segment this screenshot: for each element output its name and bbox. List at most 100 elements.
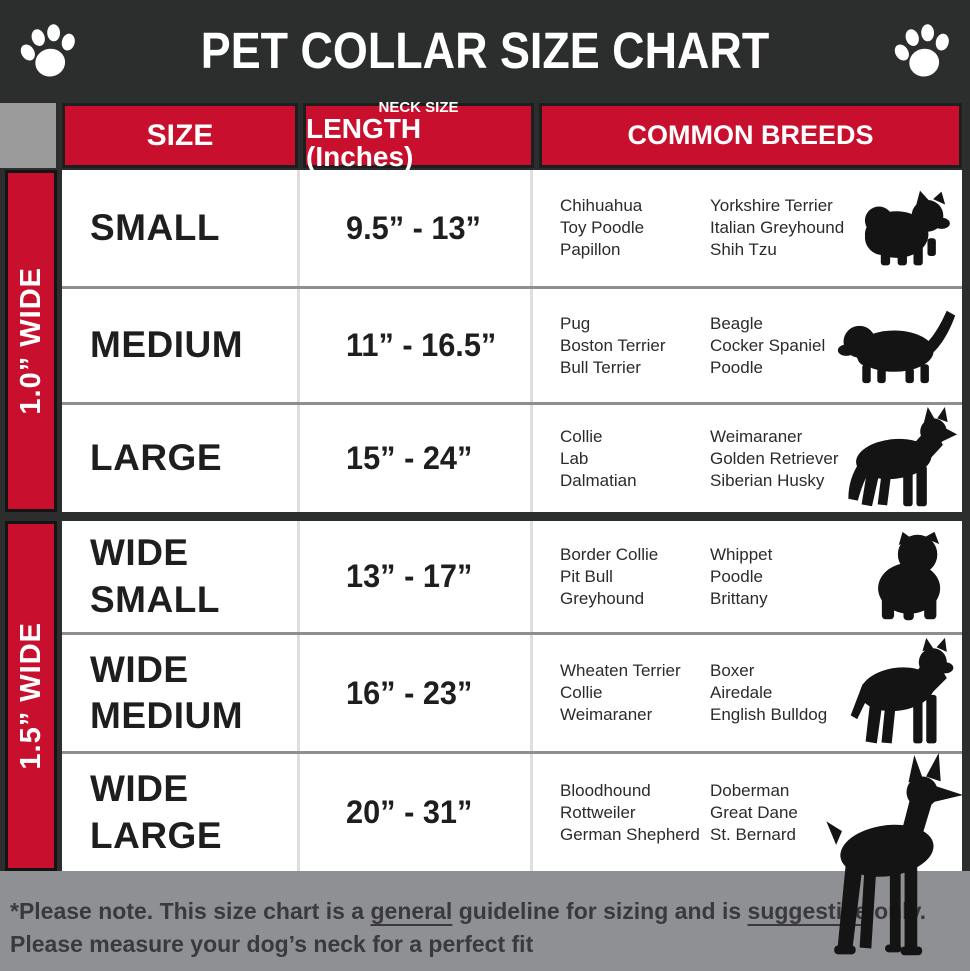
breed-name: Lab — [560, 448, 589, 468]
header-corner-spacer — [0, 103, 56, 168]
breed-name: Greyhound — [560, 588, 645, 608]
group-divider — [62, 512, 962, 521]
breeds-column-1: Wheaten Terrier Collie Weimaraner — [560, 660, 710, 726]
size-cell: MEDIUM — [62, 289, 300, 402]
breeds-cell: Pug Boston Terrier Bull Terrier Beagle C… — [533, 289, 962, 402]
size-label: WIDE LARGE — [90, 768, 222, 856]
breeds-column-1: Bloodhound Rottweiler German Shepherd — [560, 780, 710, 846]
neck-size-caption: NECK SIZE — [378, 99, 459, 116]
collar-width-band-1-inch: 1.0” WIDE — [5, 170, 57, 512]
breed-name: Siberian Husky — [710, 470, 825, 490]
breed-name: Bloodhound — [560, 780, 651, 800]
breed-name: Great Dane — [710, 802, 798, 822]
breed-name: Wheaten Terrier — [560, 661, 681, 680]
breed-name: St. Bernard — [710, 824, 796, 844]
size-cell: WIDE MEDIUM — [62, 635, 300, 751]
neck-range-cell: 11” - 16.5” — [300, 289, 533, 402]
paw-print-icon — [885, 13, 959, 87]
beagle-dog-icon — [836, 306, 958, 386]
breed-name: Whippet — [710, 544, 773, 564]
neck-range: 9.5” - 13” — [346, 209, 481, 246]
fluffy-small-dog-icon — [854, 186, 958, 270]
breed-name: Shih Tzu — [710, 240, 777, 259]
neck-range: 16” - 23” — [346, 674, 473, 711]
breeds-cell: Bloodhound Rottweiler German Shepherd Do… — [533, 754, 962, 871]
breeds-column-2: Beagle Cocker Spaniel Poodle — [710, 313, 880, 379]
neck-range: 13” - 17” — [346, 558, 473, 594]
breeds-cell: Chihuahua Toy Poodle Papillon Yorkshire … — [533, 170, 962, 286]
breed-name: Pit Bull — [560, 566, 613, 586]
title-bar: PET COLLAR SIZE CHART — [0, 0, 970, 103]
breed-name: Border Collie — [560, 544, 659, 564]
neck-range: 11” - 16.5” — [346, 327, 497, 363]
neck-range-cell: 20” - 31” — [300, 754, 533, 871]
table-row-medium: MEDIUM 11” - 16.5” Pug Boston Terrier Bu… — [62, 289, 962, 402]
breed-name: Boxer — [710, 661, 755, 680]
doberman-icon — [806, 753, 964, 968]
breed-name: Collie — [560, 426, 603, 446]
table-row-wide-medium: WIDE MEDIUM 16” - 23” Wheaten Terrier Co… — [62, 635, 962, 751]
breeds-column-1: Pug Boston Terrier Bull Terrier — [560, 313, 710, 379]
collar-width-label: 1.0” WIDE — [14, 267, 47, 415]
breed-name: Weimaraner — [710, 426, 803, 446]
breed-name: Pug — [560, 313, 591, 333]
breed-name: Poodle — [710, 357, 763, 377]
neck-range-cell: 16” - 23” — [300, 635, 533, 751]
size-cell: LARGE — [62, 405, 300, 512]
note-line-2: Please measure your dog’s neck for a per… — [10, 931, 534, 957]
breed-name: Airedale — [710, 683, 773, 702]
row-divider — [62, 402, 962, 405]
row-divider — [62, 286, 962, 289]
collar-width-band-1point5-inch: 1.5” WIDE — [5, 521, 57, 871]
size-label: MEDIUM — [90, 324, 244, 366]
breed-name: Weimaraner — [560, 705, 653, 724]
column-header-common-breeds: COMMON BREEDS — [539, 103, 962, 168]
breeds-cell: Border Collie Pit Bull Greyhound Whippet… — [533, 521, 962, 632]
table-row-small: SMALL 9.5” - 13” Chihuahua Toy Poodle Pa… — [62, 170, 962, 286]
breeds-column-2: Boxer Airedale English Bulldog — [710, 660, 880, 726]
breed-name: German Shepherd — [560, 824, 700, 844]
size-label: SMALL — [90, 206, 220, 248]
breed-name: Toy Poodle — [560, 218, 645, 237]
breed-name: Dalmatian — [560, 470, 637, 490]
size-cell: WIDE LARGE — [62, 754, 300, 871]
neck-range-cell: 15” - 24” — [300, 405, 533, 512]
breed-name: Poodle — [710, 566, 763, 586]
breed-name: Brittany — [710, 588, 768, 608]
breeds-column-2: Doberman Great Dane St. Bernard — [710, 780, 880, 846]
breeds-column-2: Yorkshire Terrier Italian Greyhound Shih… — [710, 195, 880, 261]
breed-name: Yorkshire Terrier — [710, 196, 833, 215]
table-row-wide-large: WIDE LARGE 20” - 31” Bloodhound Rottweil… — [62, 754, 962, 871]
breeds-cell: Collie Lab Dalmatian Weimaraner Golden R… — [533, 405, 962, 512]
neck-range-cell: 9.5” - 13” — [300, 170, 533, 286]
table-row-large: LARGE 15” - 24” Collie Lab Dalmatian Wei… — [62, 405, 962, 512]
neck-range: 20” - 31” — [346, 794, 473, 830]
bulldog-icon — [864, 529, 958, 625]
breed-name: Rottweiler — [560, 802, 636, 822]
breed-name: Golden Retriever — [710, 448, 839, 468]
note-text: guideline for sizing and is — [452, 898, 748, 924]
row-divider — [62, 751, 962, 754]
breeds-column-1: Border Collie Pit Bull Greyhound — [560, 544, 710, 610]
column-header-neck-size: NECK SIZE LENGTH (Inches) — [303, 99, 534, 172]
breed-name: English Bulldog — [710, 705, 828, 724]
size-cell: SMALL — [62, 170, 300, 286]
breed-name: Italian Greyhound — [710, 218, 845, 237]
neck-range: 15” - 24” — [346, 440, 473, 476]
neck-size-label: LENGTH (Inches) — [306, 113, 422, 172]
shepherd-dog-icon — [838, 406, 958, 511]
column-header-size: SIZE — [62, 103, 298, 168]
breed-name: Collie — [560, 683, 603, 702]
breeds-column-1: Chihuahua Toy Poodle Papillon — [560, 195, 710, 261]
size-label: WIDE MEDIUM — [90, 648, 244, 736]
breeds-column-2: Weimaraner Golden Retriever Siberian Hus… — [710, 426, 880, 492]
row-divider — [62, 632, 962, 635]
breed-name: Doberman — [710, 780, 790, 800]
breed-name: Bull Terrier — [560, 357, 641, 377]
size-chart-table-body: SMALL 9.5” - 13” Chihuahua Toy Poodle Pa… — [62, 170, 962, 871]
paw-print-icon — [11, 13, 85, 87]
neck-range-cell: 13” - 17” — [300, 521, 533, 632]
breeds-column-2: Whippet Poodle Brittany — [710, 544, 880, 610]
breeds-column-1: Collie Lab Dalmatian — [560, 426, 710, 492]
